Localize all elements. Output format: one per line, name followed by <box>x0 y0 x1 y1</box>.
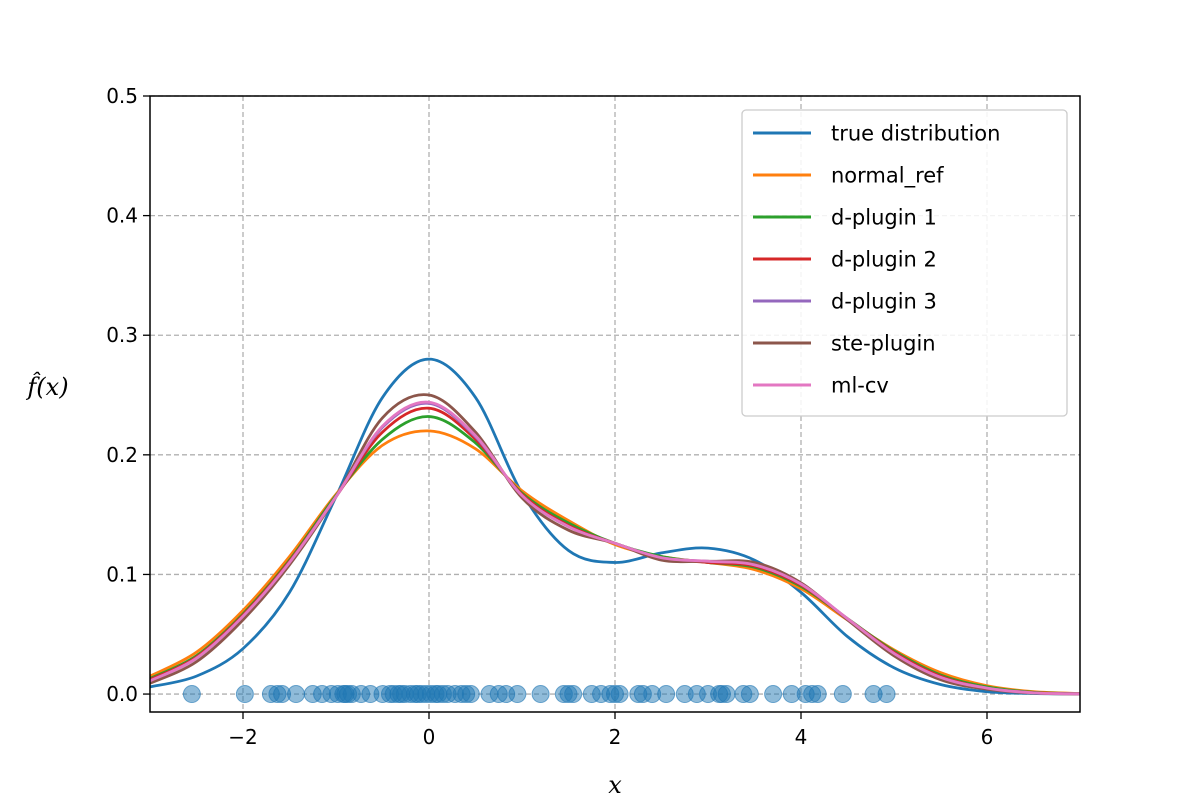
y-tick-label: 0.2 <box>106 443 138 467</box>
sample-point <box>657 685 676 704</box>
sample-point <box>287 685 306 704</box>
y-tick-label: 0.0 <box>106 682 138 706</box>
sample-point <box>461 685 480 704</box>
legend: true distribution normal_ref d-plugin 1 d-p… <box>741 109 1068 417</box>
sample-point <box>808 685 827 704</box>
legend-label-d-plugin-2: d-plugin 2 <box>831 248 937 272</box>
y-tick-label: 0.4 <box>106 204 138 228</box>
axis-ticks: −2 0 2 4 6 0.0 0.1 0.2 0.3 0.4 0.5 <box>106 84 993 749</box>
sample-point <box>182 685 201 704</box>
series-line-true-distribution <box>149 357 1081 696</box>
series-line-ml-cv <box>149 400 1081 696</box>
legend-label-true-distribution: true distribution <box>831 122 1000 146</box>
sample-point <box>610 685 629 704</box>
legend-label-ste-plugin: ste-plugin <box>831 332 936 356</box>
legend-box <box>741 109 1068 417</box>
y-tick-label: 0.1 <box>106 562 138 586</box>
y-axis-title: f̂(x) <box>25 372 68 401</box>
sample-point <box>740 685 759 704</box>
legend-label-d-plugin-3: d-plugin 3 <box>831 290 937 314</box>
x-tick-label: 0 <box>423 725 436 749</box>
sample-point <box>508 685 527 704</box>
sample-point <box>877 685 896 704</box>
x-axis-title: x <box>608 771 622 799</box>
sample-point <box>717 685 736 704</box>
sample-point <box>833 685 852 704</box>
x-tick-label: 2 <box>609 725 622 749</box>
legend-label-normal-ref: normal_ref <box>831 164 944 189</box>
y-tick-label: 0.5 <box>106 84 138 108</box>
sample-point <box>764 685 783 704</box>
sample-point <box>564 685 583 704</box>
density-curves <box>149 357 1081 696</box>
sample-point <box>531 685 550 704</box>
x-tick-label: 4 <box>795 725 808 749</box>
x-tick-label: −2 <box>228 725 257 749</box>
legend-label-d-plugin-1: d-plugin 1 <box>831 206 937 230</box>
sample-point <box>235 685 254 704</box>
sample-markers <box>182 685 896 704</box>
legend-label-ml-cv: ml-cv <box>831 374 889 398</box>
y-tick-label: 0.3 <box>106 323 138 347</box>
x-tick-label: 6 <box>981 725 994 749</box>
